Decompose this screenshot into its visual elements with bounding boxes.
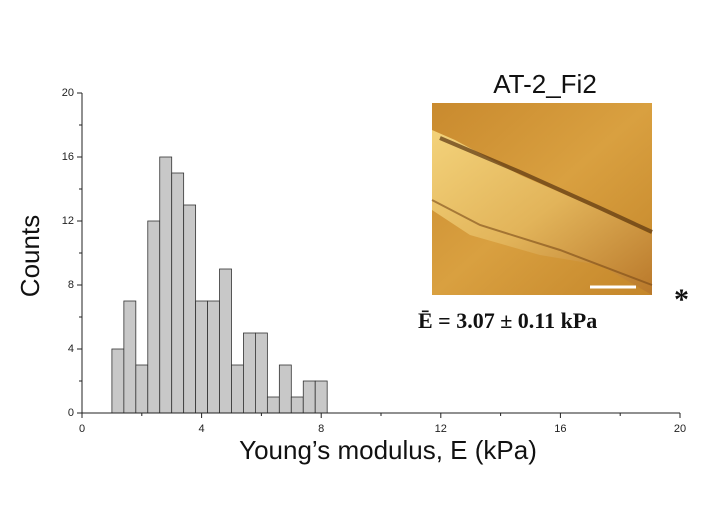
bar — [207, 300, 220, 414]
x-axis-label: Young’s modulus, E (kPa) — [239, 435, 537, 465]
bar — [159, 156, 173, 414]
y-tick-label: 0 — [68, 407, 74, 419]
bar — [171, 172, 185, 414]
bar — [243, 332, 256, 414]
bar — [255, 332, 268, 414]
bar — [231, 364, 244, 414]
y-tick-label: 8 — [68, 279, 74, 291]
x-tick-label: 0 — [79, 423, 85, 435]
bar — [266, 396, 280, 414]
annotation-mark: * — [674, 283, 689, 316]
y-tick-label: 16 — [62, 151, 74, 163]
x-tick-label: 8 — [318, 423, 324, 435]
bar — [314, 380, 328, 414]
bar — [219, 268, 232, 414]
bar — [183, 204, 197, 414]
bar — [302, 380, 316, 414]
bar — [111, 348, 125, 414]
bar — [147, 220, 161, 414]
y-axis-label: Counts — [15, 215, 45, 297]
annotation: Ē = 3.07 ± 0.11 kPa — [418, 308, 597, 333]
bar — [195, 300, 208, 414]
y-tick-label: 4 — [68, 343, 74, 355]
x-tick-label: 12 — [435, 423, 447, 435]
y-tick-label: 20 — [62, 87, 74, 99]
inset-title: AT-2_Fi2 — [493, 69, 597, 99]
y-tick-label: 12 — [62, 215, 74, 227]
inset-image — [431, 103, 653, 295]
bar — [290, 396, 304, 414]
x-tick-label: 16 — [554, 423, 566, 435]
x-tick-label: 20 — [674, 423, 686, 435]
bar — [135, 364, 149, 414]
bar — [278, 364, 292, 414]
x-tick-label: 4 — [199, 423, 205, 435]
bar — [123, 300, 137, 414]
